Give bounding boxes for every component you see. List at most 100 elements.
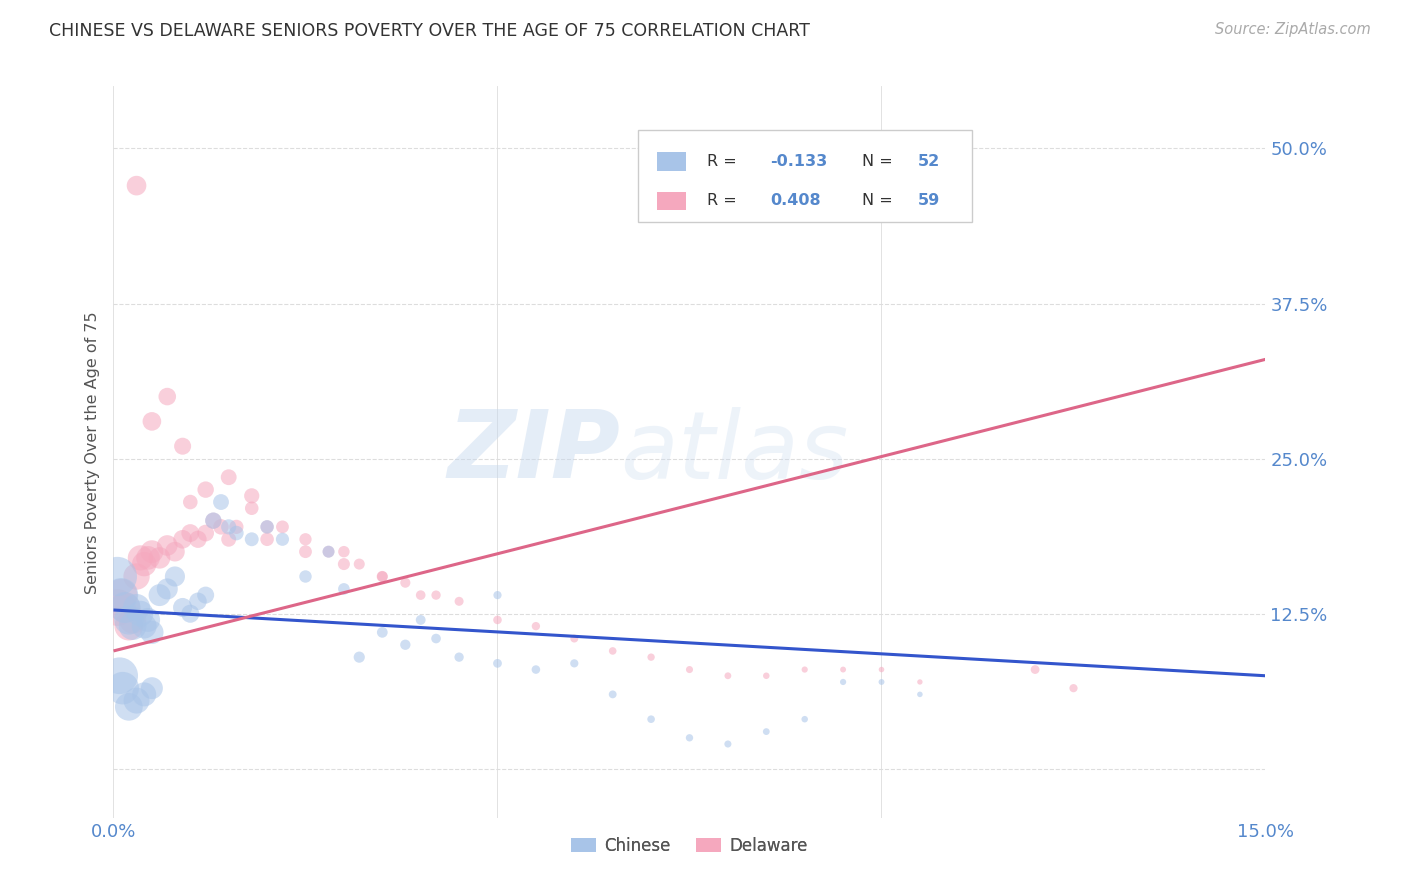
Y-axis label: Seniors Poverty Over the Age of 75: Seniors Poverty Over the Age of 75 xyxy=(86,311,100,594)
Point xyxy=(717,737,740,751)
FancyBboxPatch shape xyxy=(657,192,686,211)
Point xyxy=(110,588,132,602)
Point xyxy=(602,644,624,658)
Point xyxy=(318,544,340,558)
Point xyxy=(449,650,471,665)
Point xyxy=(1024,663,1046,677)
Point xyxy=(486,657,509,671)
Point xyxy=(118,699,141,714)
Text: R =: R = xyxy=(707,153,741,169)
Point xyxy=(524,619,547,633)
Point xyxy=(129,607,152,621)
Point xyxy=(333,582,356,596)
Point xyxy=(318,544,340,558)
Point xyxy=(187,533,209,547)
Point xyxy=(640,712,662,726)
Point xyxy=(294,533,316,547)
Point xyxy=(832,675,855,690)
Point xyxy=(1063,681,1085,695)
Point xyxy=(148,550,170,565)
Point xyxy=(134,557,156,571)
Point xyxy=(218,533,240,547)
Point xyxy=(349,650,371,665)
Point xyxy=(125,569,148,583)
Point xyxy=(114,600,136,615)
Point xyxy=(125,178,148,193)
Text: N =: N = xyxy=(862,153,898,169)
Point xyxy=(134,619,156,633)
Point xyxy=(194,526,217,541)
Point xyxy=(602,687,624,701)
Point xyxy=(172,533,194,547)
Point xyxy=(256,533,278,547)
Point xyxy=(179,526,201,541)
Point xyxy=(114,600,136,615)
Point xyxy=(202,514,225,528)
Point xyxy=(240,489,263,503)
Point xyxy=(172,439,194,453)
Point xyxy=(793,663,815,677)
Point xyxy=(194,588,217,602)
Point xyxy=(209,520,232,534)
Point xyxy=(141,625,163,640)
Point xyxy=(172,600,194,615)
Point xyxy=(832,663,855,677)
Point xyxy=(394,638,416,652)
Point xyxy=(225,520,247,534)
Point xyxy=(486,588,509,602)
Point xyxy=(141,681,163,695)
Point xyxy=(394,575,416,590)
Point xyxy=(202,514,225,528)
Point xyxy=(110,588,132,602)
Point xyxy=(678,663,700,677)
Point xyxy=(121,613,143,627)
Text: CHINESE VS DELAWARE SENIORS POVERTY OVER THE AGE OF 75 CORRELATION CHART: CHINESE VS DELAWARE SENIORS POVERTY OVER… xyxy=(49,22,810,40)
Point xyxy=(271,520,294,534)
Point xyxy=(136,550,159,565)
Point xyxy=(218,520,240,534)
Point xyxy=(271,533,294,547)
Legend: Chinese, Delaware: Chinese, Delaware xyxy=(565,830,814,862)
Text: N =: N = xyxy=(862,194,898,209)
Point xyxy=(179,495,201,509)
Point xyxy=(156,390,179,404)
Point xyxy=(163,569,186,583)
Point xyxy=(294,544,316,558)
Text: 59: 59 xyxy=(918,194,939,209)
Point xyxy=(125,693,148,707)
Point xyxy=(294,569,316,583)
Text: atlas: atlas xyxy=(620,407,849,498)
Point xyxy=(163,544,186,558)
Point xyxy=(524,663,547,677)
Point xyxy=(118,613,141,627)
Point xyxy=(425,588,447,602)
Point xyxy=(409,588,432,602)
Point xyxy=(349,557,371,571)
Point xyxy=(125,600,148,615)
Point xyxy=(409,613,432,627)
Point xyxy=(156,539,179,553)
Point xyxy=(562,632,585,646)
Point xyxy=(218,470,240,484)
Point xyxy=(209,495,232,509)
FancyBboxPatch shape xyxy=(638,130,972,222)
Point xyxy=(225,526,247,541)
Point xyxy=(486,613,509,627)
Point xyxy=(425,632,447,646)
Point xyxy=(870,675,893,690)
Point xyxy=(141,544,163,558)
FancyBboxPatch shape xyxy=(657,153,686,170)
Point xyxy=(793,712,815,726)
Point xyxy=(908,675,931,690)
Text: 52: 52 xyxy=(918,153,939,169)
Point xyxy=(755,669,778,683)
Text: R =: R = xyxy=(707,194,741,209)
Point xyxy=(194,483,217,497)
Point xyxy=(908,687,931,701)
Point xyxy=(105,569,128,583)
Point xyxy=(111,681,134,695)
Point xyxy=(256,520,278,534)
Point xyxy=(187,594,209,608)
Point xyxy=(333,557,356,571)
Text: ZIP: ZIP xyxy=(447,407,620,499)
